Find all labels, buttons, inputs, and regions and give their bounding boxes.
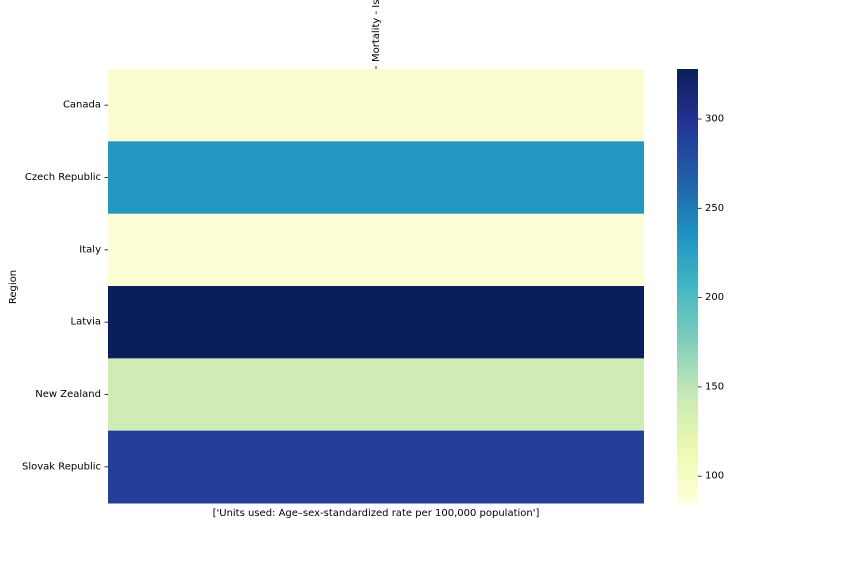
heatmap-cell	[108, 213, 644, 287]
colorbar-tick-label: 200	[705, 292, 724, 303]
row-label: Canada	[63, 100, 101, 111]
colorbar-tick-label: 300	[705, 114, 724, 125]
colorbar-ticks: 100 150 200 250 300	[698, 114, 724, 482]
y-axis-label: Region	[8, 270, 19, 304]
x-axis-label: ['Units used: Age–sex-standardized rate …	[213, 508, 540, 519]
row-tick-marks	[104, 104, 108, 468]
row-labels: Canada Czech Republic Italy Latvia New Zeala…	[22, 100, 101, 473]
heatmap-cell	[108, 69, 644, 142]
heatmap-cell	[108, 286, 644, 359]
column-label: Mortality - Ischemic Heart Disease	[371, 0, 382, 62]
row-label: Slovak Republic	[22, 461, 101, 472]
heatmap-cell	[108, 358, 644, 432]
heatmap-cell	[108, 430, 644, 504]
row-label: Czech Republic	[25, 172, 101, 183]
heatmap-cell	[108, 141, 644, 215]
row-label: New Zealand	[35, 389, 101, 400]
colorbar-tick-label: 150	[705, 381, 724, 392]
row-label: Italy	[79, 244, 101, 255]
colorbar-tick-label: 250	[705, 203, 724, 214]
colorbar-tick-label: 100	[705, 471, 724, 482]
row-label: Latvia	[71, 317, 101, 328]
colorbar	[677, 69, 698, 503]
heatmap-cells	[108, 69, 644, 504]
